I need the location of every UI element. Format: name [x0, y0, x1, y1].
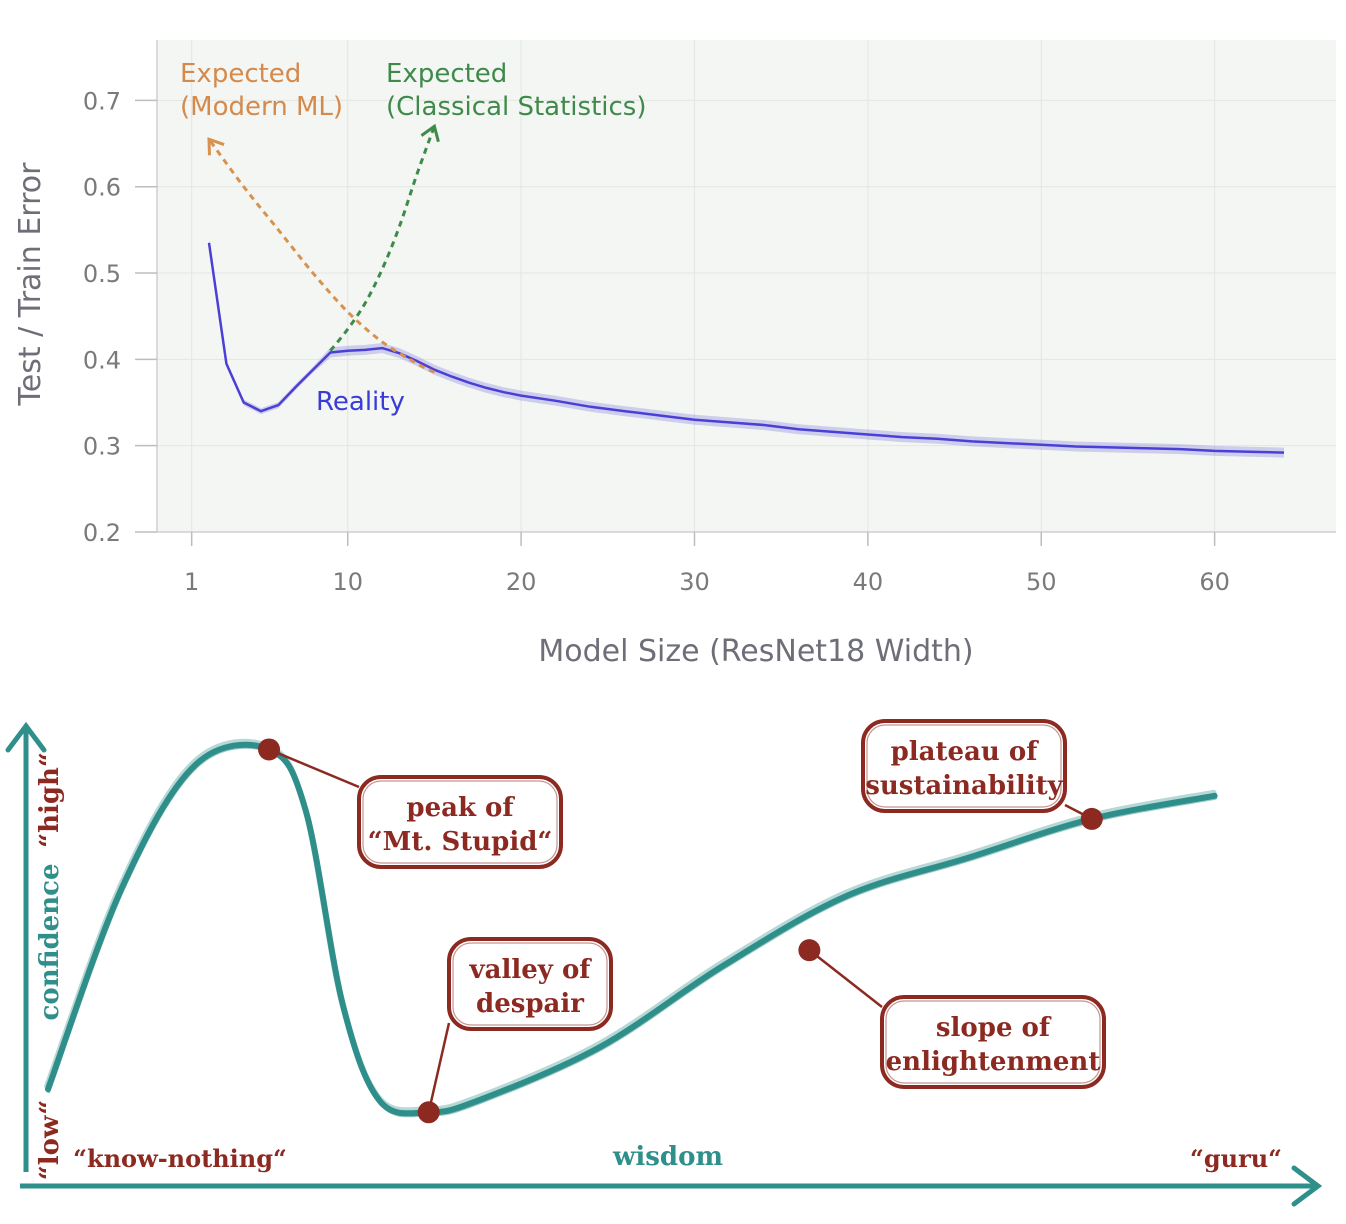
- callout-box-inner: [452, 942, 608, 1026]
- callout-leader-line: [808, 949, 883, 1008]
- callout-label: enlightenment: [886, 1047, 1101, 1077]
- curve-point-marker: [1080, 807, 1103, 830]
- callout-box-inner: [362, 780, 558, 864]
- modern-ml-label-line2: (Modern ML): [180, 92, 343, 122]
- x-tick-label: 50: [1026, 568, 1057, 596]
- classical-statistics-series-line: [329, 125, 436, 352]
- x-label-know-nothing: “know-nothing“: [73, 1144, 287, 1173]
- double-descent-chart: 1 10 20 30 40 50 60 0.2 0.3 0.4 0.5 0.6 0.7 Test / T…: [13, 40, 1336, 669]
- tick-labels: 1 10 20 30 40 50 60 0.2 0.3 0.4 0.5 0.6 0.7: [83, 87, 1230, 596]
- curve-point-marker: [417, 1101, 440, 1124]
- callout-label: plateau of: [891, 737, 1040, 767]
- callout-label: sustainability: [865, 771, 1063, 801]
- callout-box: [861, 719, 1067, 813]
- x-tick-label: 60: [1199, 568, 1230, 596]
- y-tick-label: 0.4: [83, 346, 121, 374]
- x-label-wisdom: wisdom: [612, 1142, 723, 1172]
- x-tick-label: 20: [506, 568, 537, 596]
- x-axis-title: Model Size (ResNet18 Width): [538, 634, 973, 669]
- reality-label: Reality: [316, 387, 405, 417]
- callout-leader-line: [427, 1022, 451, 1113]
- classical-label-line1: Expected: [386, 59, 507, 89]
- callout-label: slope of: [936, 1013, 1052, 1043]
- dunning-kruger-chart: “low“ confidence “high“ “know-nothing“ w…: [5, 719, 1323, 1207]
- x-tick-label: 10: [332, 568, 363, 596]
- y-axis-arrow: [5, 721, 47, 1172]
- callout-box-inner: [866, 724, 1062, 808]
- modern-ml-series-line: [207, 138, 436, 374]
- x-tick-label: 30: [679, 568, 710, 596]
- y-tick-label: 0.5: [83, 260, 121, 288]
- callout-label: valley of: [469, 955, 593, 985]
- reality-series-line: [207, 242, 1285, 454]
- x-tick-label: 40: [853, 568, 884, 596]
- y-tick-label: 0.7: [83, 87, 121, 115]
- x-axis-arrow: [20, 1165, 1323, 1207]
- modern-ml-arrowhead: [207, 137, 225, 156]
- y-tick-label: 0.2: [83, 519, 121, 547]
- classical-statistics-arrowhead: [420, 123, 440, 143]
- callout-box: [447, 937, 613, 1031]
- callout-label: “Mt. Stupid“: [368, 827, 553, 857]
- curve-point-marker: [258, 738, 281, 761]
- y-tick-label: 0.3: [83, 433, 121, 461]
- callout-leader-line: [268, 748, 360, 789]
- callout-label: despair: [476, 989, 584, 1019]
- y-label-low: “low“: [35, 1100, 65, 1180]
- modern-ml-label-line1: Expected: [180, 59, 301, 89]
- curve-points: peak of “Mt. Stupid“ valley of despair slope…: [258, 719, 1106, 1124]
- plot-background: [157, 40, 1336, 532]
- callout-label: peak of: [406, 793, 515, 823]
- callout-box: [880, 995, 1106, 1089]
- y-label-confidence: confidence: [35, 864, 65, 1021]
- y-axis-title: Test / Train Error: [13, 162, 48, 407]
- y-tick-label: 0.6: [83, 174, 121, 202]
- callout-box: [357, 775, 563, 869]
- y-label-high: “high“: [35, 752, 65, 848]
- x-tick-label: 1: [184, 568, 199, 596]
- classical-label-line2: (Classical Statistics): [386, 92, 646, 122]
- x-label-guru: “guru“: [1190, 1144, 1282, 1173]
- callout-box-inner: [885, 1000, 1101, 1084]
- curve-point-marker: [798, 939, 821, 962]
